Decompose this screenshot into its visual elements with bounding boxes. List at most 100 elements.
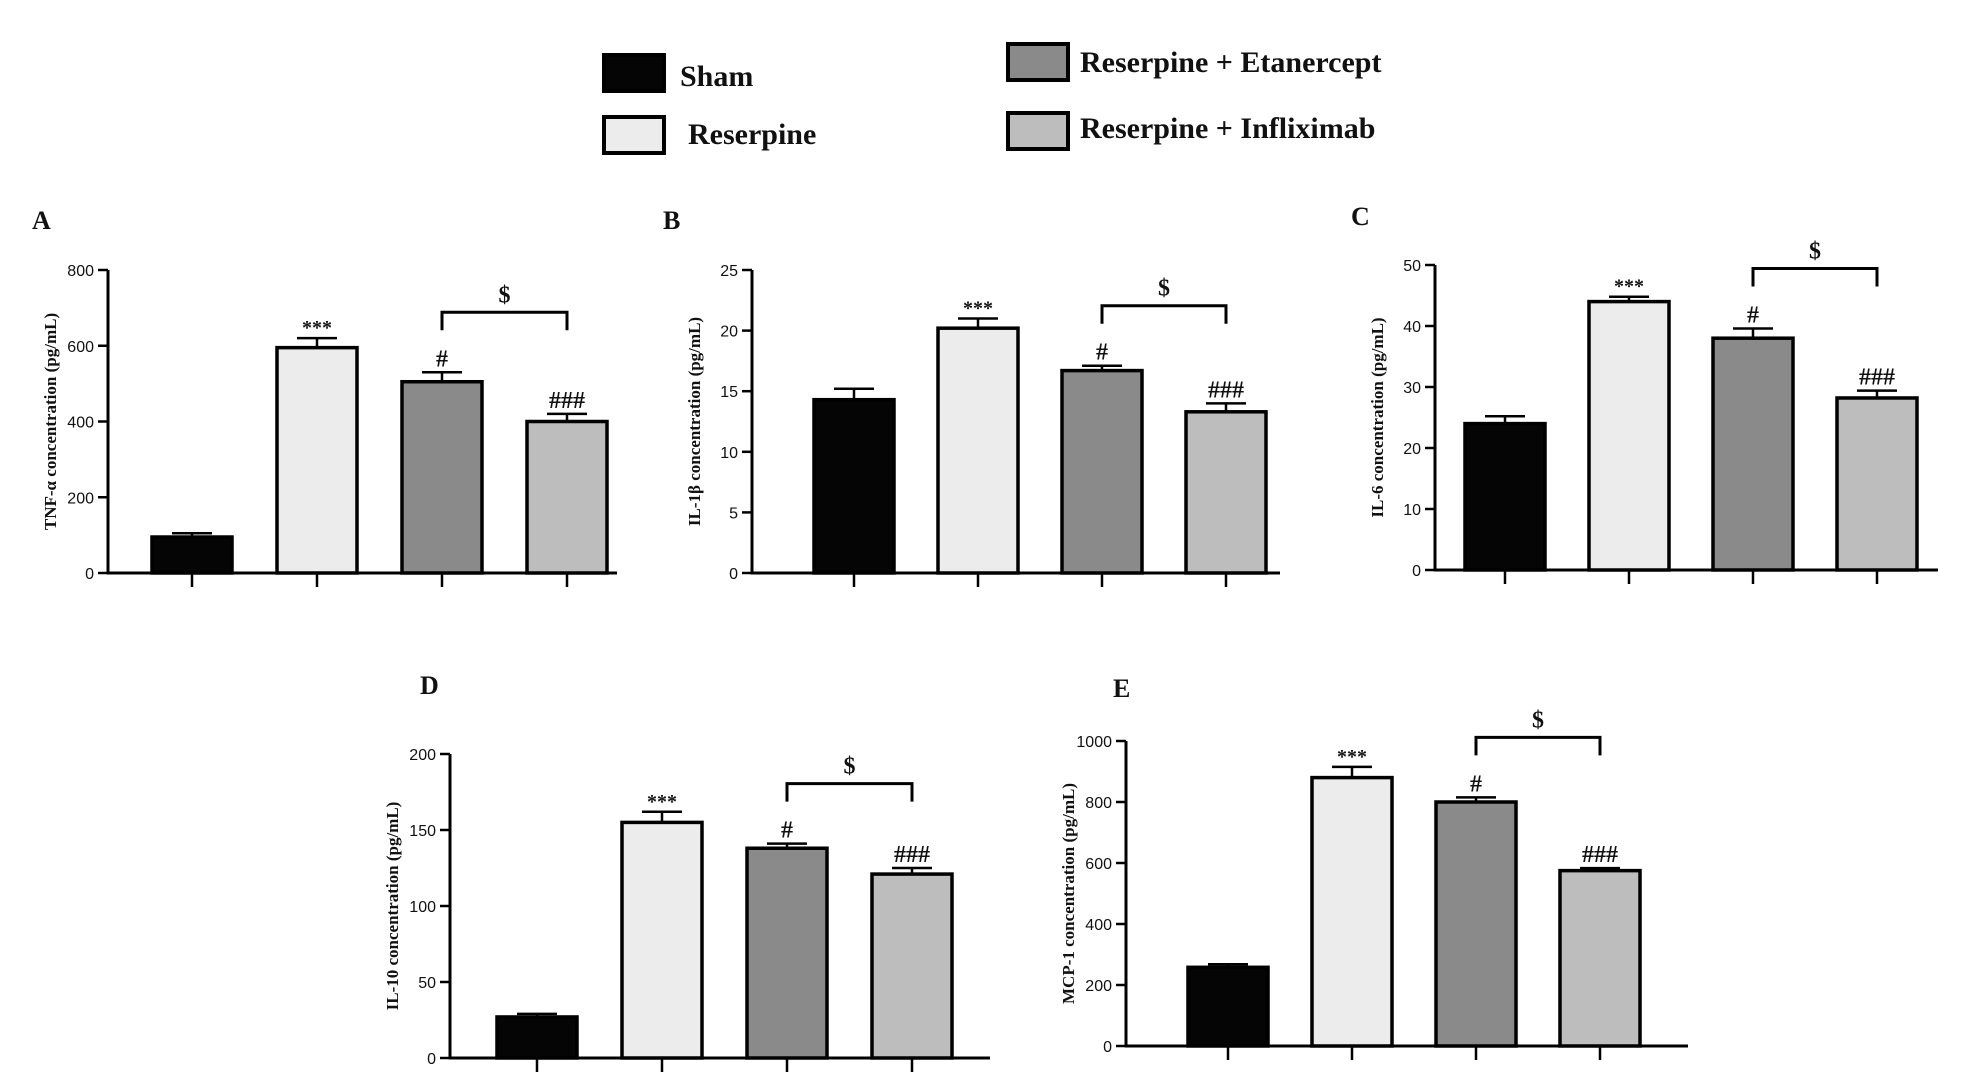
y-tick-label-a-0: 0: [85, 566, 94, 583]
bar-b-0: [812, 397, 896, 575]
annotation-d-3: ###: [894, 842, 930, 868]
comparison-bracket-c: [1751, 266, 1879, 287]
y-tick-label-c-20: 20: [1403, 441, 1421, 458]
bar-d-2: [745, 846, 829, 1060]
y-tick-label-b-15: 15: [720, 384, 738, 401]
y-tick-label-c-50: 50: [1403, 258, 1421, 275]
panel-letter-e: E: [1113, 674, 1130, 703]
chart-panel-e: E 0 200 400 600 800 1000 MCP-1 concentration (p…: [1059, 674, 1688, 1060]
chart-panel-d: D 0 50 100 150 200 IL-10 concentration (pg/mL)…: [383, 671, 990, 1072]
y-tick-label-c-40: 40: [1403, 319, 1421, 336]
comparison-bracket-e: [1474, 735, 1602, 756]
panel-letter-d: D: [420, 671, 439, 700]
bar-d-3: [870, 872, 954, 1060]
bar-e-2: [1434, 800, 1518, 1048]
y-axis-label-b: IL-1β concentration (pg/mL): [685, 317, 704, 526]
y-tick-label-c-0: 0: [1412, 563, 1421, 580]
y-axis-label-a: TNF-α concentration (pg/mL): [41, 313, 60, 530]
y-tick-label-e-400: 400: [1085, 917, 1112, 934]
chart-panel-a: A 0 200 400 600 800 TNF-α concentration (pg/mL…: [32, 206, 617, 587]
panel-letter-c: C: [1351, 202, 1370, 231]
y-tick-label-d-100: 100: [409, 899, 436, 916]
bar-a-1: [275, 345, 359, 575]
legend-label-reserpine: Reserpine: [688, 118, 816, 151]
legend-swatch-etanercept: [1006, 42, 1070, 82]
annotation-a-3: ###: [549, 388, 585, 414]
y-tick-label-e-0: 0: [1103, 1039, 1112, 1056]
y-axis-label-d: IL-10 concentration (pg/mL): [383, 802, 402, 1011]
legend-swatch-infliximab: [1006, 111, 1070, 151]
y-tick-label-e-200: 200: [1085, 978, 1112, 995]
y-tick-label-d-150: 150: [409, 823, 436, 840]
annotation-b-2: #: [1096, 340, 1108, 366]
comparison-label-d: $: [844, 754, 856, 780]
y-tick-label-a-400: 400: [67, 415, 94, 432]
panel-letter-b: B: [663, 206, 680, 235]
y-tick-label-d-50: 50: [418, 975, 436, 992]
bar-c-3: [1835, 396, 1919, 572]
y-tick-label-b-20: 20: [720, 324, 738, 341]
annotation-e-2: #: [1470, 771, 1482, 797]
comparison-label-c: $: [1809, 238, 1821, 264]
y-tick-label-a-800: 800: [67, 263, 94, 280]
legend-swatch-reserpine: [602, 115, 666, 155]
legend-label-sham: Sham: [680, 60, 753, 93]
legend-item-reserpine: Reserpine: [602, 115, 816, 155]
annotation-b-1: ***: [963, 297, 993, 319]
y-tick-label-e-800: 800: [1085, 795, 1112, 812]
comparison-label-e: $: [1532, 707, 1544, 733]
legend-swatch-sham: [602, 53, 666, 93]
y-tick-label-b-0: 0: [729, 566, 738, 583]
annotation-a-1: ***: [302, 317, 332, 339]
bar-c-0: [1463, 421, 1547, 572]
annotation-e-1: ***: [1337, 746, 1367, 768]
bar-b-3: [1184, 410, 1268, 575]
legend-item-etanercept: Reserpine + Etanercept: [1006, 42, 1381, 82]
annotation-e-3: ###: [1582, 842, 1618, 868]
y-tick-label-b-25: 25: [720, 263, 738, 280]
bar-a-2: [400, 379, 484, 575]
bar-d-1: [620, 820, 704, 1060]
annotation-c-2: #: [1747, 302, 1759, 328]
y-tick-label-c-30: 30: [1403, 380, 1421, 397]
legend-item-sham: Sham: [602, 53, 753, 93]
comparison-label-a: $: [499, 282, 511, 308]
legend-label-etanercept: Reserpine + Etanercept: [1080, 46, 1381, 79]
bar-b-1: [936, 326, 1020, 575]
y-tick-label-a-600: 600: [67, 339, 94, 356]
annotation-c-3: ###: [1859, 365, 1895, 391]
chart-panel-b: B 0 5 10 15 20 25 IL-1β concentration (pg/mL) **…: [663, 206, 1280, 587]
y-tick-label-d-200: 200: [409, 747, 436, 764]
y-axis-label-c: IL-6 concentration (pg/mL): [1368, 317, 1387, 517]
y-tick-label-c-10: 10: [1403, 502, 1421, 519]
legend-item-infliximab: Reserpine + Infliximab: [1006, 111, 1375, 151]
annotation-a-2: #: [436, 346, 448, 372]
comparison-bracket-d: [785, 782, 914, 802]
y-tick-label-e-600: 600: [1085, 856, 1112, 873]
comparison-bracket-a: [440, 310, 569, 331]
y-tick-label-b-5: 5: [729, 505, 738, 522]
comparison-label-b: $: [1158, 276, 1170, 302]
bar-e-3: [1558, 868, 1642, 1048]
y-tick-label-a-200: 200: [67, 490, 94, 507]
annotation-c-1: ***: [1614, 276, 1644, 298]
y-axis-label-e: MCP-1 concentration (pg/mL): [1059, 783, 1078, 1004]
legend-label-infliximab: Reserpine + Infliximab: [1080, 112, 1375, 145]
bar-a-0: [150, 535, 234, 575]
panel-letter-a: A: [32, 206, 51, 235]
bar-e-0: [1186, 965, 1270, 1048]
legend: Sham Reserpine Reserpine + Etanercept Re…: [602, 42, 1381, 155]
comparison-bracket-b: [1100, 304, 1228, 324]
bar-e-1: [1310, 775, 1394, 1048]
annotation-d-2: #: [781, 818, 793, 844]
y-tick-label-d-0: 0: [427, 1051, 436, 1068]
bar-b-2: [1060, 368, 1144, 575]
y-tick-label-b-10: 10: [720, 445, 738, 462]
annotation-d-1: ***: [647, 791, 677, 813]
bar-c-2: [1711, 336, 1795, 572]
bar-a-3: [525, 419, 609, 575]
bar-d-0: [495, 1015, 579, 1060]
bar-c-1: [1587, 299, 1671, 572]
